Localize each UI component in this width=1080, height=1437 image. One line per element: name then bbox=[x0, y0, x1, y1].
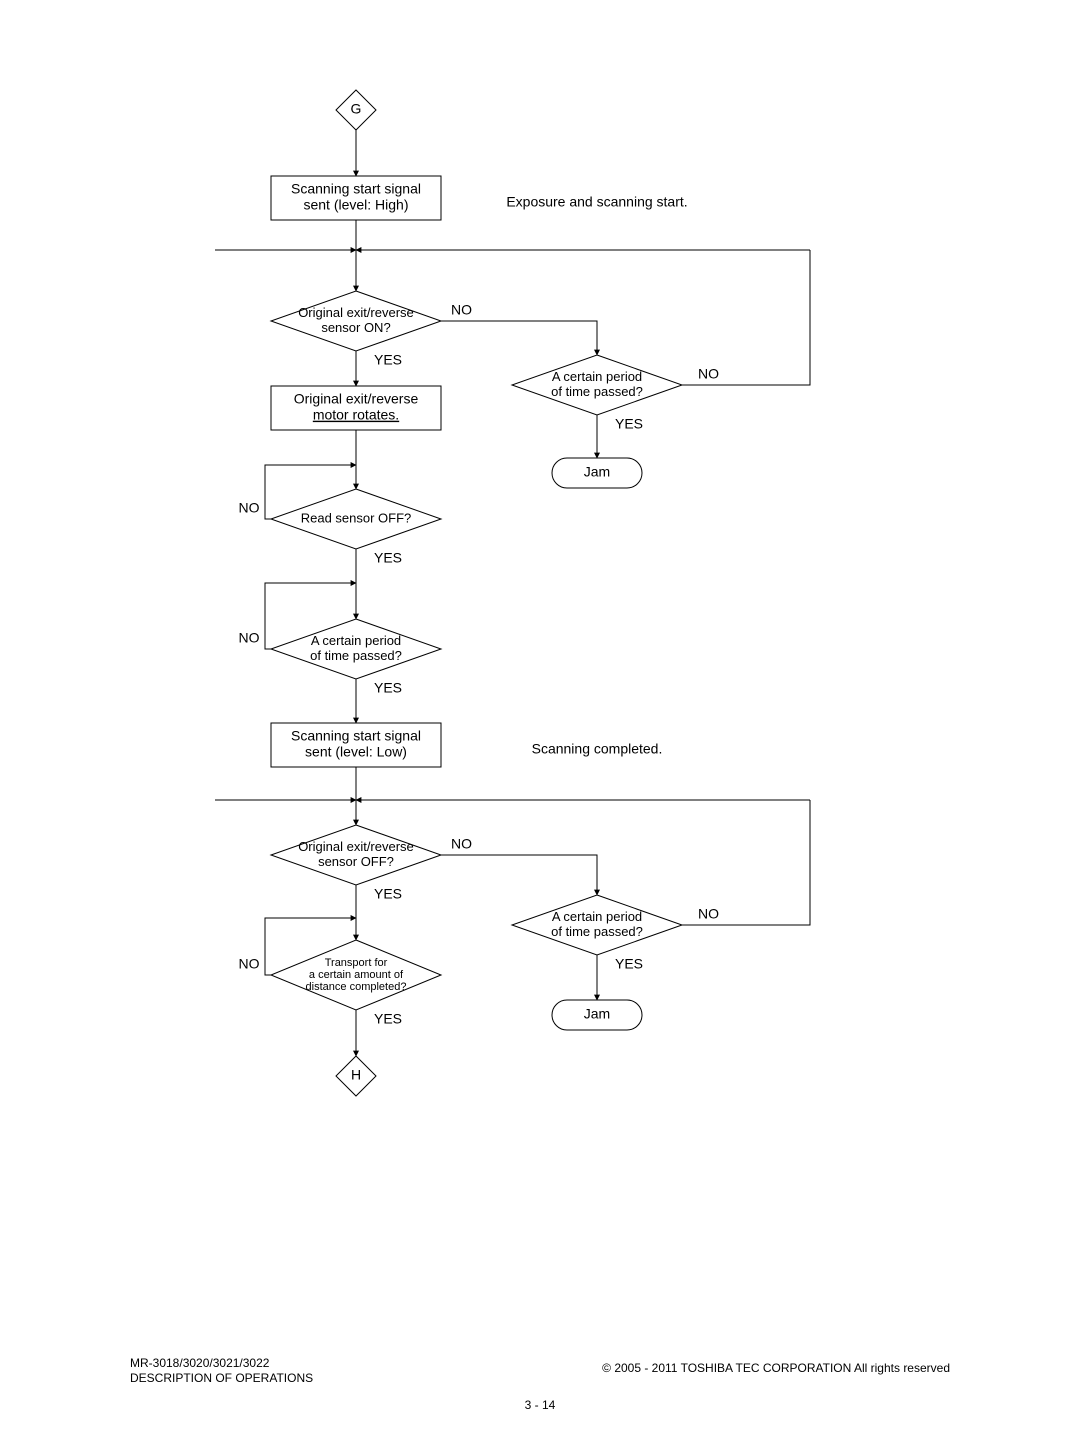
svg-text:YES: YES bbox=[374, 680, 402, 696]
svg-text:distance completed?: distance completed? bbox=[306, 981, 407, 993]
svg-text:NO: NO bbox=[451, 302, 472, 318]
svg-text:Original exit/reverse: Original exit/reverse bbox=[298, 305, 414, 320]
svg-text:Read sensor OFF?: Read sensor OFF? bbox=[301, 510, 412, 525]
svg-text:YES: YES bbox=[374, 550, 402, 566]
svg-text:sensor ON?: sensor ON? bbox=[321, 320, 390, 335]
svg-text:G: G bbox=[351, 101, 362, 117]
svg-text:A certain period: A certain period bbox=[552, 909, 642, 924]
svg-text:sent (level: High): sent (level: High) bbox=[303, 197, 408, 213]
page-number: 3 - 14 bbox=[525, 1398, 556, 1412]
svg-text:YES: YES bbox=[615, 416, 643, 432]
svg-text:sensor OFF?: sensor OFF? bbox=[318, 854, 394, 869]
svg-text:NO: NO bbox=[698, 366, 719, 382]
svg-text:NO: NO bbox=[698, 906, 719, 922]
footer-section: DESCRIPTION OF OPERATIONS bbox=[130, 1371, 313, 1387]
svg-text:Scanning completed.: Scanning completed. bbox=[532, 741, 663, 757]
svg-text:NO: NO bbox=[239, 500, 260, 516]
svg-text:Transport for: Transport for bbox=[325, 957, 388, 969]
svg-text:YES: YES bbox=[374, 886, 402, 902]
svg-text:YES: YES bbox=[374, 1011, 402, 1027]
svg-text:NO: NO bbox=[239, 956, 260, 972]
footer-model: MR-3018/3020/3021/3022 bbox=[130, 1356, 313, 1372]
footer-left: MR-3018/3020/3021/3022 DESCRIPTION OF OP… bbox=[130, 1356, 313, 1387]
svg-text:motor rotates.: motor rotates. bbox=[313, 407, 399, 423]
svg-text:A certain period: A certain period bbox=[552, 369, 642, 384]
footer-copyright: © 2005 - 2011 TOSHIBA TEC CORPORATION Al… bbox=[602, 1361, 950, 1375]
svg-text:Scanning start signal: Scanning start signal bbox=[291, 728, 421, 744]
svg-text:H: H bbox=[351, 1067, 361, 1083]
svg-text:of time passed?: of time passed? bbox=[551, 384, 643, 399]
svg-text:Original exit/reverse: Original exit/reverse bbox=[298, 839, 414, 854]
svg-text:of time passed?: of time passed? bbox=[551, 924, 643, 939]
svg-text:sent (level: Low): sent (level: Low) bbox=[305, 744, 407, 760]
svg-text:Jam: Jam bbox=[584, 464, 610, 480]
svg-text:Jam: Jam bbox=[584, 1006, 610, 1022]
svg-text:NO: NO bbox=[451, 836, 472, 852]
svg-text:a certain amount of: a certain amount of bbox=[309, 969, 404, 981]
svg-text:Original exit/reverse: Original exit/reverse bbox=[294, 391, 419, 407]
flowchart: GScanning start signalsent (level: High)… bbox=[0, 0, 1080, 1300]
svg-text:YES: YES bbox=[374, 352, 402, 368]
svg-text:NO: NO bbox=[239, 630, 260, 646]
svg-text:of time passed?: of time passed? bbox=[310, 648, 402, 663]
svg-text:Scanning start signal: Scanning start signal bbox=[291, 181, 421, 197]
svg-text:YES: YES bbox=[615, 956, 643, 972]
svg-text:Exposure and scanning start.: Exposure and scanning start. bbox=[506, 194, 687, 210]
svg-text:A certain period: A certain period bbox=[311, 633, 401, 648]
